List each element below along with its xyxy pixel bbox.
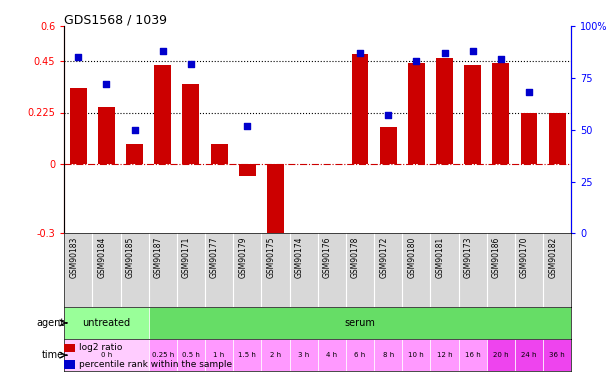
Text: 24 h: 24 h xyxy=(521,352,537,358)
Text: 12 h: 12 h xyxy=(437,352,452,358)
FancyBboxPatch shape xyxy=(148,339,177,371)
Text: GSM90183: GSM90183 xyxy=(69,237,78,278)
Text: agent: agent xyxy=(36,318,64,328)
Text: 6 h: 6 h xyxy=(354,352,365,358)
Text: GSM90179: GSM90179 xyxy=(238,237,247,278)
Point xyxy=(440,50,450,56)
Bar xyxy=(239,164,256,176)
Text: GSM90175: GSM90175 xyxy=(266,237,276,278)
Point xyxy=(468,48,478,54)
Bar xyxy=(464,65,481,164)
Text: GSM90177: GSM90177 xyxy=(210,237,219,278)
FancyBboxPatch shape xyxy=(205,339,233,371)
FancyBboxPatch shape xyxy=(487,339,515,371)
Bar xyxy=(521,112,538,164)
Text: GSM90173: GSM90173 xyxy=(464,237,473,278)
Text: GSM90171: GSM90171 xyxy=(182,237,191,278)
Text: 16 h: 16 h xyxy=(465,352,480,358)
Text: percentile rank within the sample: percentile rank within the sample xyxy=(79,360,233,369)
Text: 0 h: 0 h xyxy=(101,352,112,358)
Bar xyxy=(211,144,227,164)
FancyBboxPatch shape xyxy=(233,339,262,371)
Text: 2 h: 2 h xyxy=(270,352,281,358)
FancyBboxPatch shape xyxy=(515,339,543,371)
FancyBboxPatch shape xyxy=(148,307,571,339)
Text: 8 h: 8 h xyxy=(382,352,393,358)
Text: 20 h: 20 h xyxy=(493,352,509,358)
Text: GSM90181: GSM90181 xyxy=(436,237,445,278)
Text: serum: serum xyxy=(345,318,375,328)
FancyBboxPatch shape xyxy=(64,339,148,371)
FancyBboxPatch shape xyxy=(374,339,402,371)
Point xyxy=(243,123,252,129)
Bar xyxy=(155,65,171,164)
FancyBboxPatch shape xyxy=(459,339,487,371)
Text: log2 ratio: log2 ratio xyxy=(79,344,123,352)
FancyBboxPatch shape xyxy=(346,339,374,371)
Bar xyxy=(183,84,199,164)
Point xyxy=(411,58,421,64)
Text: GSM90180: GSM90180 xyxy=(408,237,416,278)
Text: GSM90187: GSM90187 xyxy=(154,237,163,278)
FancyBboxPatch shape xyxy=(402,339,430,371)
Point xyxy=(186,60,196,66)
Text: time: time xyxy=(42,350,64,360)
Bar xyxy=(98,107,115,164)
Text: GSM90170: GSM90170 xyxy=(520,237,529,278)
Text: GSM90178: GSM90178 xyxy=(351,237,360,278)
Text: GDS1568 / 1039: GDS1568 / 1039 xyxy=(64,13,167,26)
Bar xyxy=(492,63,510,164)
Point xyxy=(130,127,139,133)
Point xyxy=(383,112,393,118)
FancyBboxPatch shape xyxy=(177,339,205,371)
Point xyxy=(524,90,534,96)
FancyBboxPatch shape xyxy=(262,339,290,371)
FancyBboxPatch shape xyxy=(543,339,571,371)
FancyBboxPatch shape xyxy=(430,339,459,371)
Point xyxy=(496,56,506,62)
FancyBboxPatch shape xyxy=(64,307,148,339)
Bar xyxy=(549,112,566,164)
Text: GSM90185: GSM90185 xyxy=(126,237,134,278)
Text: 1.5 h: 1.5 h xyxy=(238,352,256,358)
Text: GSM90186: GSM90186 xyxy=(492,237,501,278)
Point xyxy=(73,54,83,60)
Text: GSM90176: GSM90176 xyxy=(323,237,332,278)
Bar xyxy=(379,128,397,164)
Text: 0.25 h: 0.25 h xyxy=(152,352,174,358)
Bar xyxy=(70,88,87,164)
Point xyxy=(158,48,167,54)
Bar xyxy=(126,144,143,164)
Text: 36 h: 36 h xyxy=(549,352,565,358)
Text: 10 h: 10 h xyxy=(409,352,424,358)
Text: 4 h: 4 h xyxy=(326,352,337,358)
Bar xyxy=(408,63,425,164)
Text: GSM90174: GSM90174 xyxy=(295,237,304,278)
Point xyxy=(355,50,365,56)
Bar xyxy=(436,58,453,164)
Text: GSM90182: GSM90182 xyxy=(548,237,557,278)
Point xyxy=(101,81,111,87)
Bar xyxy=(351,54,368,164)
FancyBboxPatch shape xyxy=(318,339,346,371)
Text: GSM90184: GSM90184 xyxy=(97,237,106,278)
Text: 0.5 h: 0.5 h xyxy=(182,352,200,358)
Text: untreated: untreated xyxy=(82,318,131,328)
Text: 1 h: 1 h xyxy=(213,352,225,358)
Bar xyxy=(267,164,284,247)
Text: 3 h: 3 h xyxy=(298,352,309,358)
Text: GSM90172: GSM90172 xyxy=(379,237,388,278)
FancyBboxPatch shape xyxy=(290,339,318,371)
